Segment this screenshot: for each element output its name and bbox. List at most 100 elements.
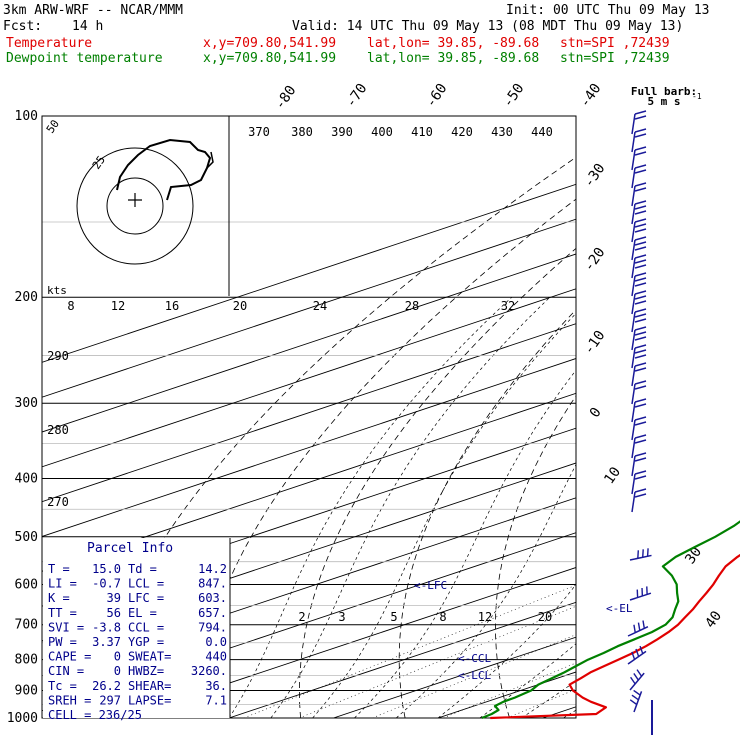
wind-barb-flag	[635, 648, 640, 657]
wind-barb-flag	[634, 488, 647, 493]
wind-barb-flag	[634, 246, 647, 251]
moist-adiabat-line	[312, 312, 576, 718]
pressure-tick-label: 500	[15, 530, 38, 545]
theta-e-label: 410	[411, 125, 433, 139]
wind-barb-staff	[631, 311, 636, 333]
mixing-ratio-line	[372, 634, 576, 718]
wind-barb-flag	[634, 146, 647, 151]
wind-barb	[631, 200, 647, 225]
wind-barb-staff	[631, 275, 636, 297]
isotherm-line	[42, 323, 576, 503]
pressure-tick-label: 200	[15, 290, 38, 305]
parcel-row-label: Td =	[128, 562, 157, 576]
lfc-marker: <-LFC	[414, 579, 447, 592]
wind-barb-flag	[629, 699, 638, 706]
theta-left-label: 270	[47, 495, 69, 509]
wind-barb	[631, 398, 647, 423]
wind-barb	[631, 164, 647, 189]
wind-barb-flag	[634, 210, 647, 215]
mixing-ratio-label: 8	[439, 610, 446, 624]
wind-barb-staff	[631, 437, 636, 459]
wind-barb-flag	[634, 416, 647, 421]
isotherm-line	[228, 601, 576, 718]
ccl-marker: <-CCL	[458, 652, 491, 665]
speed-scale-label: 8	[67, 299, 74, 313]
wind-barb-flag	[634, 236, 647, 241]
wind-barb	[629, 548, 652, 561]
parcel-row-label: CAPE =	[48, 650, 91, 664]
parcel-row-label: SREH =	[48, 693, 91, 707]
wind-barb	[631, 236, 647, 261]
wind-barb	[631, 416, 647, 441]
wind-barb-flag	[634, 264, 647, 269]
parcel-row-value: 15.0	[92, 562, 121, 576]
wind-barb-staff	[631, 419, 636, 441]
wind-barb	[631, 218, 647, 243]
speed-scale-label: 20	[233, 299, 247, 313]
wind-barb-flag	[634, 133, 647, 138]
wind-barb-flag	[634, 380, 647, 385]
wind-barb-flag	[631, 651, 636, 660]
lcl-marker: <-LCL	[458, 669, 491, 682]
wind-barb	[631, 380, 647, 405]
isotherm-label: -50	[500, 81, 528, 111]
moist-adiabat-line	[563, 709, 576, 718]
theta-e-label: 420	[451, 125, 473, 139]
wind-barb	[631, 272, 647, 297]
parcel-row-label: K =	[48, 591, 70, 605]
theta-e-label: 440	[531, 125, 553, 139]
wind-barb-flag	[634, 290, 647, 295]
wind-barb-flag	[634, 187, 647, 192]
wind-barb-flag	[634, 272, 647, 277]
valid-time: Valid: 14 UTC Thu 09 May 13 (08 MDT Thu …	[292, 19, 684, 34]
parcel-row-label: YGP =	[128, 635, 164, 649]
hodograph-ring-label: 50	[44, 117, 62, 135]
wind-barb-flag	[634, 349, 647, 354]
wind-barb-flag	[633, 624, 636, 633]
parcel-row-value: 56	[107, 606, 121, 620]
isotherm-line	[42, 392, 576, 572]
wind-barb-staff	[631, 383, 636, 405]
wind-barb-flag	[639, 645, 644, 654]
wind-barb-flag	[634, 367, 647, 372]
pressure-tick-label: 100	[15, 109, 38, 124]
wind-barb-flag	[634, 169, 647, 174]
wind-barb-staff	[631, 455, 636, 477]
wind-barb	[631, 182, 647, 207]
parcel-info-title: Parcel Info	[87, 541, 173, 556]
wind-barb-flag	[634, 362, 647, 367]
wind-barb-flag	[634, 115, 647, 120]
wind-barb-flag	[642, 620, 646, 629]
mixing-ratio-label: 2	[298, 610, 305, 624]
speed-scale-label: 24	[313, 299, 327, 313]
speed-scale-label: 12	[111, 299, 125, 313]
barb-legend-title: Full barb:	[631, 85, 697, 98]
forecast-label: Fcst:	[3, 19, 43, 34]
isotherm-line	[42, 532, 576, 712]
theta-e-label: 370	[248, 125, 270, 139]
theta-e-label: 390	[331, 125, 353, 139]
theta-left-label: 280	[47, 423, 69, 437]
wind-barb	[631, 344, 647, 369]
parcel-row-value: 0	[114, 664, 121, 678]
parcel-row-label: LFC =	[128, 591, 164, 605]
wind-barb	[631, 434, 647, 459]
legend-dewpoint-station: stn=SPI ,72439	[560, 51, 670, 66]
barb-legend-units: 5 m s	[647, 95, 680, 108]
plot-frame	[41, 115, 577, 719]
wind-barb-flag	[634, 434, 647, 439]
hodograph-trace-tail	[206, 151, 214, 169]
moist-adiabat-line	[605, 297, 740, 718]
wind-barb-flag	[634, 452, 647, 457]
wind-barb-flag	[634, 493, 647, 498]
wind-barb	[631, 452, 647, 477]
wind-barb-flag	[633, 673, 639, 681]
pressure-tick-label: 900	[15, 683, 38, 698]
parcel-row-value: 297	[99, 693, 121, 707]
mixing-ratio-label: 5	[390, 610, 397, 624]
wind-barb-flag	[634, 326, 647, 331]
parcel-row-value: 603.	[198, 591, 227, 605]
isotherm-label: -80	[272, 83, 300, 113]
theta-e-label: 430	[491, 125, 513, 139]
wind-barb-flag	[634, 295, 647, 300]
